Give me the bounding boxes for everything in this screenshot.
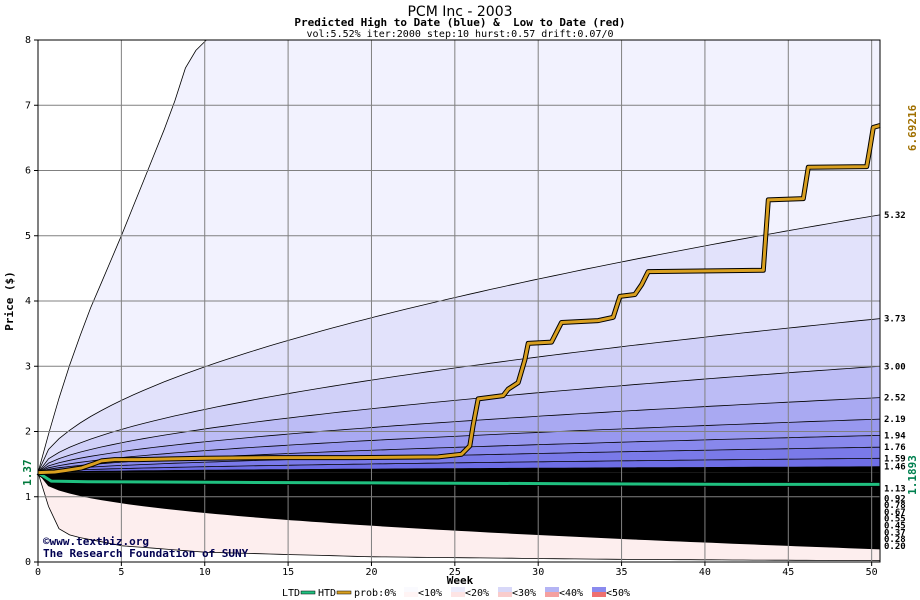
ltd-line [37,471,880,486]
watermark-org: The Research Foundation of SUNY [43,547,249,560]
high-quantile-line-3 [37,365,881,473]
x-tick-label: 10 [199,567,211,578]
low-quantile-line-4 [37,472,881,519]
low-quantile-line-0 [37,472,881,562]
legend-swatch-band-top [451,587,465,592]
low-quantile-label: 0.67 [884,508,906,518]
high-quantile-label: 3.73 [884,315,906,325]
high-quantile-label: 3.00 [884,362,906,372]
legend-swatch-htd [336,590,352,595]
high-quantile-line-2 [37,318,881,473]
y-tick-label: 4 [25,296,31,307]
x-tick-label: 50 [866,567,878,578]
low-quantile-line-7 [37,472,881,539]
watermark-url: ©www.textbiz.org [43,535,149,548]
x-tick-label: 15 [282,567,294,578]
high-quantile-label: 5.32 [884,211,906,221]
legend-label-band: <30% [512,588,536,599]
low-quantile-line-2 [37,472,881,503]
high-quantile-label: 1.76 [884,443,906,453]
low-quantile-line-9 [37,472,881,550]
high-quantile-line-1 [37,214,881,473]
legend-swatch-band-bottom [404,592,418,597]
high-band-2 [38,318,880,473]
legend-label-htd: HTD [318,588,336,599]
low-quantile-label: 1.13 [884,484,906,494]
legend-label-band: <40% [559,588,583,599]
legend-swatch-band-top [545,587,559,592]
htd-line [37,124,881,475]
plot-area: 0 5 10 15 20 25 30 35 40 45 500123456785.323.733.0… [21,35,919,578]
legend-label-ltd: LTD [282,588,300,599]
legend-swatch-band-bottom [498,592,512,597]
start-price-label: 1.37 [21,459,34,486]
low-quantile-label: 0.37 [884,528,906,538]
x-tick-label: 25 [449,567,461,578]
ltd-final-label: 1.1893 [906,455,919,495]
high-quantile-label: 2.52 [884,394,906,404]
high-band-3 [38,366,880,473]
high-band-9 [38,466,880,473]
y-axis-label: Price ($) [3,271,16,331]
chart-params: vol:5.52% iter:2000 step:10 hurst:0.57 d… [306,29,613,40]
low-quantile-label: 0.78 [884,501,906,511]
y-tick-label: 8 [25,35,31,46]
y-tick-label: 3 [25,361,31,372]
high-band-0 [38,40,880,473]
legend-label-band: <50% [606,588,630,599]
x-tick-label: 35 [616,567,628,578]
x-tick-label: 40 [699,567,711,578]
low-quantile-line-6 [37,472,881,533]
y-tick-label: 2 [25,427,31,438]
low-quantile-label: 0.20 [884,542,906,552]
legend: LTD HTD prob:0% <10% <20% <30% <40% <50% [282,587,630,599]
high-quantile-label: 2.19 [884,415,906,425]
low-quantile-line-8 [37,472,881,545]
x-tick-label: 45 [782,567,794,578]
y-tick-label: 5 [25,231,31,242]
high-band-5 [38,419,880,473]
legend-swatch-band-top [498,587,512,592]
y-tick-label: 6 [25,166,31,177]
x-tick-label: 30 [532,567,544,578]
legend-swatch-band-bottom [451,592,465,597]
low-band-9 [38,472,880,549]
high-quantile-line-9 [37,466,881,473]
x-axis-label: Week [447,574,474,587]
high-quantile-label: 1.59 [884,454,906,464]
legend-label-prob: prob:0% [354,588,396,599]
low-quantile-label: 0.28 [884,535,906,545]
low-quantile-line-3 [37,472,881,512]
legend-swatch-band-bottom [545,592,559,597]
legend-label-band: <10% [418,588,442,599]
high-band-8 [38,458,880,473]
high-quantile-line-8 [37,457,881,473]
y-tick-label: 7 [25,100,31,111]
high-quantile-line-4 [37,397,881,473]
chart-subtitle: Predicted High to Date (blue) & Low to D… [294,16,625,29]
legend-swatch-band-top [592,587,606,592]
low-quantile-label: 0.45 [884,521,906,531]
legend-swatch-band-top [404,587,418,592]
low-quantile-label: 0.92 [884,494,906,504]
legend-label-band: <20% [465,588,489,599]
y-tick-label: 1 [25,492,31,503]
low-quantile-line-5 [37,472,881,527]
legend-swatch-ltd [300,590,316,595]
legend-swatch-band-bottom [592,592,606,597]
x-tick-label: 20 [365,567,377,578]
low-quantile-label: 0.55 [884,515,906,525]
high-quantile-label: 1.94 [884,431,906,441]
htd-final-label: 6.69216 [906,104,919,151]
high-quantile-label: 1.46 [884,463,906,473]
x-tick-label: 5 [118,567,124,578]
chart-title: PCM Inc - 2003 [407,4,512,20]
high-quantile-line-5 [37,418,881,473]
y-tick-label: 0 [25,557,31,568]
high-band-1 [38,214,880,473]
high-band-4 [38,397,880,473]
x-tick-label: 0 [35,567,41,578]
high-band-7 [38,447,880,473]
